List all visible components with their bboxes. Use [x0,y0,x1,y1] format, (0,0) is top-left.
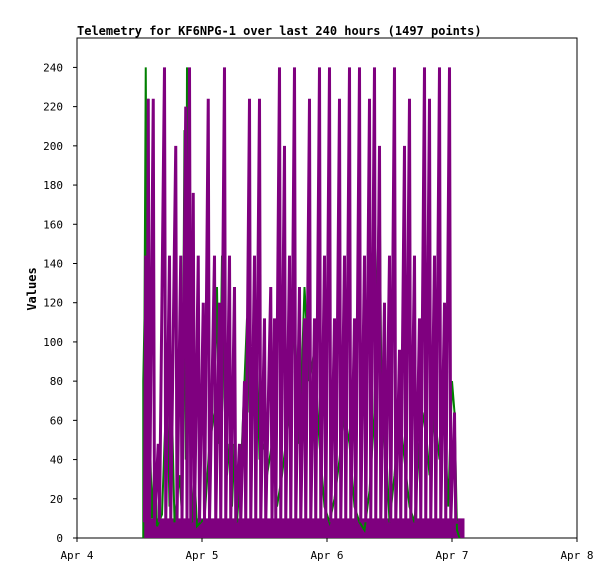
y-tick-label: 140 [43,257,63,270]
y-tick-label: 60 [50,414,63,427]
x-tick-label: Apr 8 [560,549,593,562]
y-tick-label: 120 [43,297,63,310]
chart-title: Telemetry for KF6NPG-1 over last 240 hou… [77,24,482,38]
y-tick-label: 240 [43,61,63,74]
y-tick-label: 100 [43,336,63,349]
y-tick-label: 160 [43,218,63,231]
baseline-band [143,518,465,538]
x-tick-label: Apr 6 [310,549,343,562]
baseline-band-layer [143,518,465,538]
series-line-2 [143,67,460,531]
y-axis-label: Values [25,267,39,310]
y-tick-label: 40 [50,454,63,467]
x-tick-label: Apr 5 [185,549,218,562]
y-axis-ticks: 0 20 40 60 80 100 120 140 160 180 200 220 240 [43,61,77,545]
x-axis-ticks: Apr 4 Apr 5 Apr 6 Apr 7 Apr 8 [60,538,594,562]
y-tick-label: 80 [50,375,63,388]
y-tick-label: 0 [56,532,63,545]
x-tick-label: Apr 7 [435,549,468,562]
x-tick-label: Apr 4 [60,549,93,562]
y-tick-label: 220 [43,101,63,114]
series-layer [142,67,461,539]
y-tick-label: 180 [43,179,63,192]
y-tick-label: 20 [50,493,63,506]
y-tick-label: 200 [43,140,63,153]
